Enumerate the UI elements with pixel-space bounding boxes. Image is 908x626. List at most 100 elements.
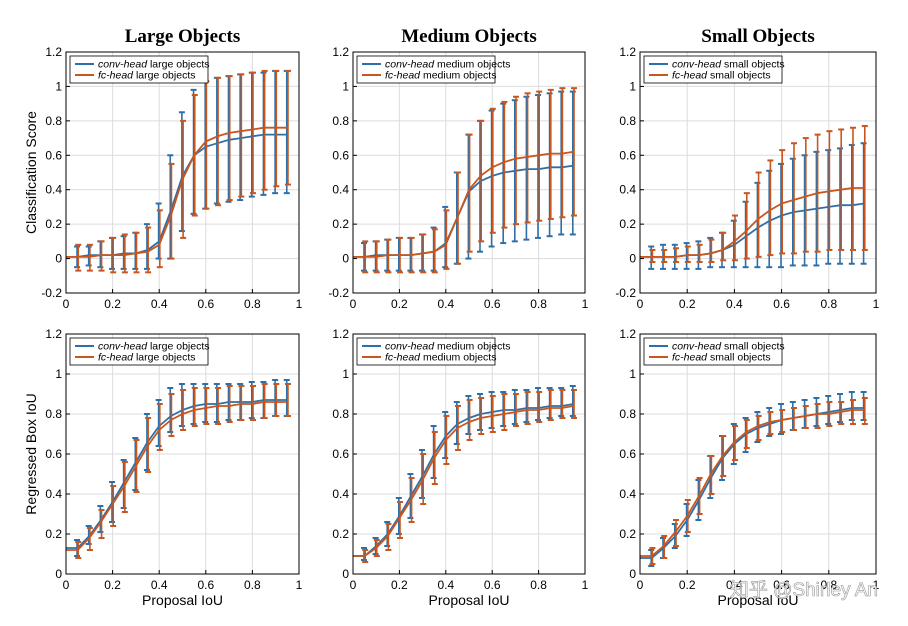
plot-frame (65, 51, 300, 294)
x-tick-label: 0.2 (104, 297, 121, 311)
y-tick-label: 1.2 (332, 45, 349, 59)
y-tick-label: -0.2 (615, 286, 636, 300)
y-tick-label: 0.6 (332, 447, 349, 461)
x-tick-label: 0.4 (726, 297, 743, 311)
plot-frame (639, 51, 877, 294)
panel-2: 0 0.2 0.4 0.6 0.8 1-0.200.20.40.60.811.2Mediu… (328, 26, 588, 311)
watermark: 知乎 @Shirley An (730, 579, 878, 601)
y-tick-label: 1 (55, 367, 62, 381)
legend-label: fc-head medium objects (385, 70, 496, 82)
panel-1: 0 0.2 0.4 0.6 0.8 1-0.200.20.40.60.811.2Large… (23, 26, 303, 311)
y-tick-label: 0 (342, 567, 349, 581)
x-tick-label: 1 (873, 297, 880, 311)
panel-4: 0 0.2 0.4 0.6 0.8 1 0 0.2 0.4 0.6 0.8 1 1.2 Proposal … (23, 327, 303, 608)
y-tick-label: 0.6 (45, 447, 62, 461)
mean-line (353, 405, 574, 557)
legend-box (69, 55, 209, 84)
series-conv-head (640, 142, 867, 270)
mean-line (353, 403, 574, 557)
y-tick-label: 0.4 (45, 183, 62, 197)
mean-line (640, 187, 865, 258)
legend-rest: medium objects (420, 70, 496, 82)
y-tick-label: 0.2 (332, 217, 349, 231)
legend-tag: conv-head (98, 59, 148, 71)
y-tick-label: 1 (629, 367, 636, 381)
legend-label: fc-head small objects (672, 70, 771, 82)
legend-label: conv-head small objects (672, 59, 785, 71)
y-tick-label: 0.4 (619, 183, 636, 197)
x-axis-label: Proposal IoU (142, 592, 223, 608)
legend-rest: medium objects (434, 341, 510, 353)
legend-rest: small objects (721, 341, 785, 353)
y-tick-label: 0 (55, 567, 62, 581)
y-tick-label: 1 (342, 367, 349, 381)
legend-box (643, 337, 783, 366)
y-tick-label: 0.2 (619, 527, 636, 541)
x-tick-label: 0 (350, 578, 357, 592)
mean-line (66, 401, 288, 551)
series-fc-head (640, 125, 868, 264)
series-fc-head (353, 389, 577, 563)
mean-line (353, 150, 574, 258)
y-tick-label: 0.4 (619, 487, 636, 501)
y-axis-label: Regressed Box IoU (23, 393, 39, 514)
y-tick-label: 1 (629, 79, 636, 93)
y-tick-label: 0.2 (45, 217, 62, 231)
legend-tag: fc-head (672, 70, 708, 82)
y-tick-label: 0.2 (619, 217, 636, 231)
y-tick-label: 0.8 (45, 407, 62, 421)
panel-title: Medium Objects (401, 26, 537, 47)
y-tick-label: 0.6 (45, 148, 62, 162)
x-tick-label: 1 (582, 578, 589, 592)
y-tick-label: 0.8 (619, 114, 636, 128)
series-conv-head (640, 391, 867, 567)
y-tick-label: 0.4 (45, 487, 62, 501)
legend-tag: fc-head (98, 352, 134, 364)
y-tick-label: 1.2 (332, 327, 349, 341)
x-tick-label: 0.6 (484, 297, 501, 311)
legend-tag: conv-head (385, 341, 435, 353)
x-tick-label: 0.6 (197, 578, 214, 592)
mean-line (640, 407, 865, 559)
x-axis-label: Proposal IoU (429, 592, 510, 608)
legend-box (356, 337, 496, 366)
y-tick-label: 0.8 (332, 114, 349, 128)
y-tick-label: 1.2 (45, 45, 62, 59)
x-tick-label: 0.4 (726, 578, 743, 592)
series-fc-head (66, 383, 291, 559)
y-tick-label: 0.8 (619, 407, 636, 421)
legend-rest: medium objects (420, 352, 496, 364)
y-tick-label: -0.2 (328, 286, 349, 300)
legend-label: fc-head small objects (672, 352, 771, 364)
y-tick-label: 0.6 (619, 148, 636, 162)
mean-line (66, 399, 288, 549)
series-fc-head (66, 69, 291, 274)
legend-label: fc-head medium objects (385, 352, 496, 364)
x-tick-label: 0.2 (679, 578, 696, 592)
y-axis-label: Classification Score (23, 111, 39, 234)
legend-tag: conv-head (98, 341, 148, 353)
x-tick-label: 0.6 (773, 578, 790, 592)
legend-tag: conv-head (385, 59, 435, 71)
y-tick-label: 1.2 (45, 327, 62, 341)
legend-rest: large objects (147, 59, 209, 71)
x-tick-label: 0.8 (820, 297, 837, 311)
x-tick-label: 0.2 (679, 297, 696, 311)
y-tick-label: -0.2 (41, 286, 62, 300)
legend-label: fc-head large objects (98, 352, 195, 364)
x-tick-label: 0.8 (244, 297, 261, 311)
y-tick-label: 0.4 (332, 183, 349, 197)
y-tick-label: 0.4 (332, 487, 349, 501)
x-tick-label: 0.2 (391, 297, 408, 311)
legend-rest: small objects (707, 352, 771, 364)
x-tick-label: 0.8 (244, 578, 261, 592)
series-fc-head (640, 397, 868, 565)
x-tick-label: 0.8 (530, 297, 547, 311)
x-tick-label: 0.2 (104, 578, 121, 592)
legend-label: conv-head small objects (672, 341, 785, 353)
